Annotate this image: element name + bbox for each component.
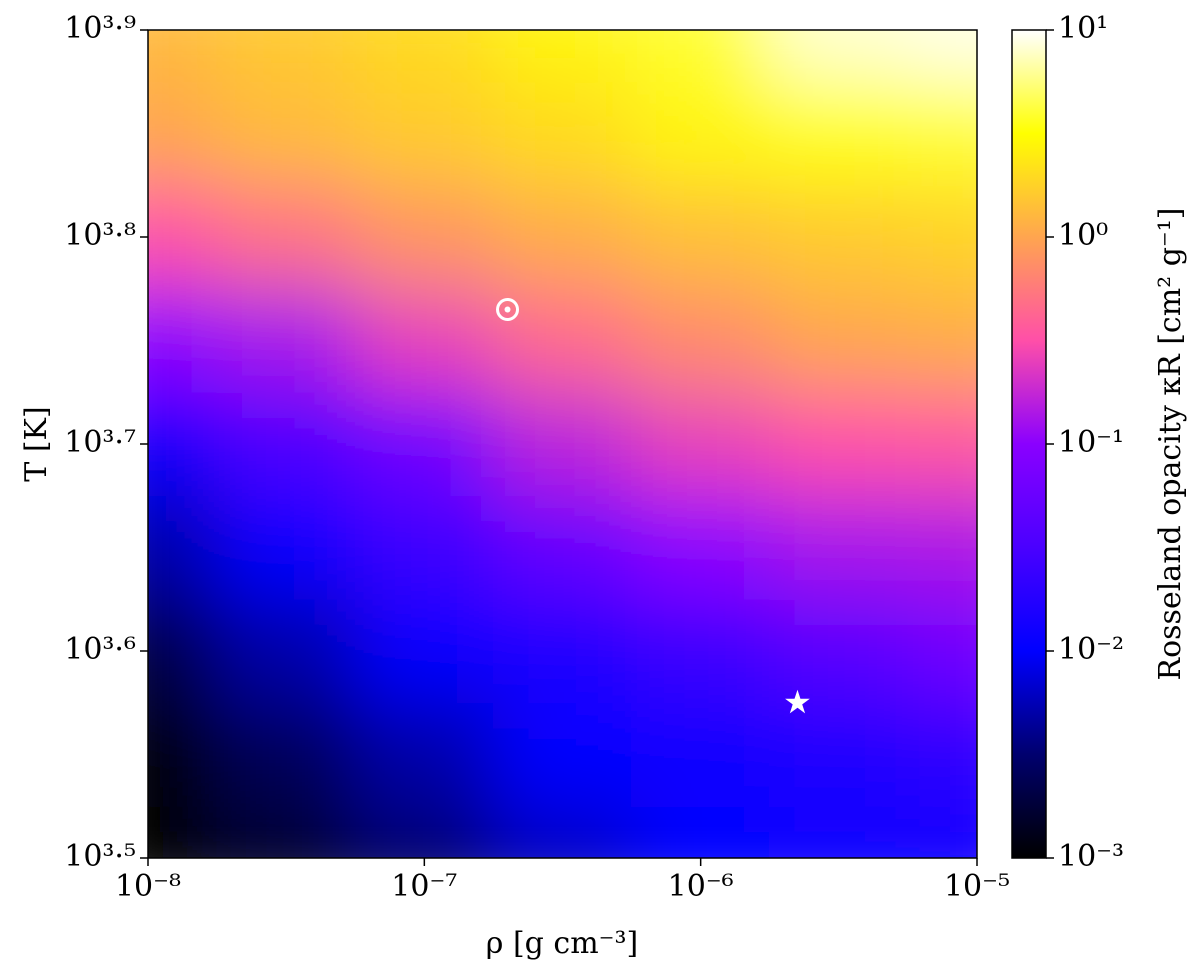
heatmap-cell	[769, 805, 909, 858]
colorbar-tick-label: 10⁰	[1058, 218, 1108, 253]
x-axis-label: ρ [g cm⁻³]	[486, 926, 638, 961]
heatmap-cell	[492, 81, 633, 186]
heatmap-cell	[631, 184, 771, 290]
heatmap-cell	[216, 805, 356, 858]
marker-sun	[496, 297, 520, 321]
heatmap-cell	[354, 495, 494, 600]
heatmap-cell	[216, 288, 356, 393]
heatmap-cell	[354, 30, 494, 83]
heatmap-cell	[769, 495, 909, 600]
heatmap-cell	[492, 495, 633, 600]
heatmap-cell	[216, 598, 356, 704]
heatmap-cell	[354, 288, 494, 393]
y-tick-label: 10³·⁸	[64, 218, 136, 253]
sun-ring	[496, 297, 520, 321]
heatmap-cell	[907, 598, 977, 704]
heatmap-cell	[354, 391, 494, 497]
heatmap-cell	[216, 495, 356, 600]
heatmap-cell	[492, 184, 633, 290]
heatmap-cell	[148, 598, 218, 704]
heatmap-cell	[492, 598, 633, 704]
heatmap-cell	[631, 288, 771, 393]
y-tick-label: 10³·⁵	[64, 839, 136, 874]
star	[785, 689, 810, 714]
heatmap-cell	[769, 391, 909, 497]
sun-dot	[504, 306, 511, 313]
heatmap-cell	[631, 30, 771, 83]
heatmap-cell	[769, 30, 909, 83]
x-tick-label: 10⁻⁸	[115, 869, 181, 904]
heatmap-cell	[148, 805, 218, 858]
colorbar-tick-label: 10¹	[1058, 11, 1108, 46]
x-tick-label: 10⁻⁵	[944, 869, 1010, 904]
heatmap-cell	[631, 391, 771, 497]
colorbar-tick-label: 10⁻¹	[1058, 425, 1124, 460]
heatmap-cell	[769, 81, 909, 186]
colorbar-tick-label: 10⁻²	[1058, 632, 1124, 667]
heatmap-cell	[631, 81, 771, 186]
x-tick-label: 10⁻⁷	[391, 869, 457, 904]
heatmap-cell	[216, 702, 356, 807]
heatmap-cell	[148, 30, 218, 83]
heatmap-cell	[769, 288, 909, 393]
y-tick-label: 10³·⁶	[64, 632, 136, 667]
heatmap-cell	[148, 184, 218, 290]
heatmap-cell	[216, 30, 356, 83]
heatmap-cell	[769, 184, 909, 290]
heatmap-cell	[631, 702, 771, 807]
heatmap-cell	[907, 288, 977, 393]
heatmap-cell	[907, 805, 977, 858]
heatmap-cell	[631, 598, 771, 704]
heatmap-cell	[492, 805, 633, 858]
x-tick-label: 10⁻⁶	[668, 869, 734, 904]
heatmap-cell	[148, 702, 218, 807]
heatmap-cell	[907, 81, 977, 186]
heatmap-cell	[631, 495, 771, 600]
heatmap-cell	[216, 184, 356, 290]
heatmap-cell	[354, 598, 494, 704]
heatmap-cell	[148, 81, 218, 186]
heatmap-cell	[631, 805, 771, 858]
heatmap-cell	[148, 495, 218, 600]
heatmap-cell	[492, 391, 633, 497]
heatmap-cell	[769, 598, 909, 704]
y-tick-label: 10³·⁹	[64, 11, 136, 46]
heatmap-cell	[216, 81, 356, 186]
heatmap-cell	[907, 30, 977, 83]
colorbar-label: Rosseland opacity κR [cm² g⁻¹]	[1153, 208, 1188, 681]
colorbar-tick-label: 10⁻³	[1058, 839, 1124, 874]
heatmap-cell	[769, 702, 909, 807]
heatmap-cell	[354, 702, 494, 807]
y-axis-label: T [K]	[19, 406, 54, 481]
heatmap-cell	[354, 805, 494, 858]
heatmap-cell	[907, 495, 977, 600]
heatmap-cell	[907, 391, 977, 497]
heatmap-cell	[354, 184, 494, 290]
heatmap-cell	[354, 81, 494, 186]
marker-star	[785, 689, 810, 714]
heatmap-cell	[148, 391, 218, 497]
heatmap-cell	[216, 391, 356, 497]
colorbar	[1011, 29, 1047, 859]
heatmap-cell	[907, 184, 977, 290]
heatmap-cell	[492, 702, 633, 807]
y-tick-label: 10³·⁷	[64, 425, 136, 460]
heatmap-cell	[907, 702, 977, 807]
heatmap-cell	[148, 288, 218, 393]
heatmap-cell	[492, 30, 633, 83]
heatmap-cell	[492, 288, 633, 393]
